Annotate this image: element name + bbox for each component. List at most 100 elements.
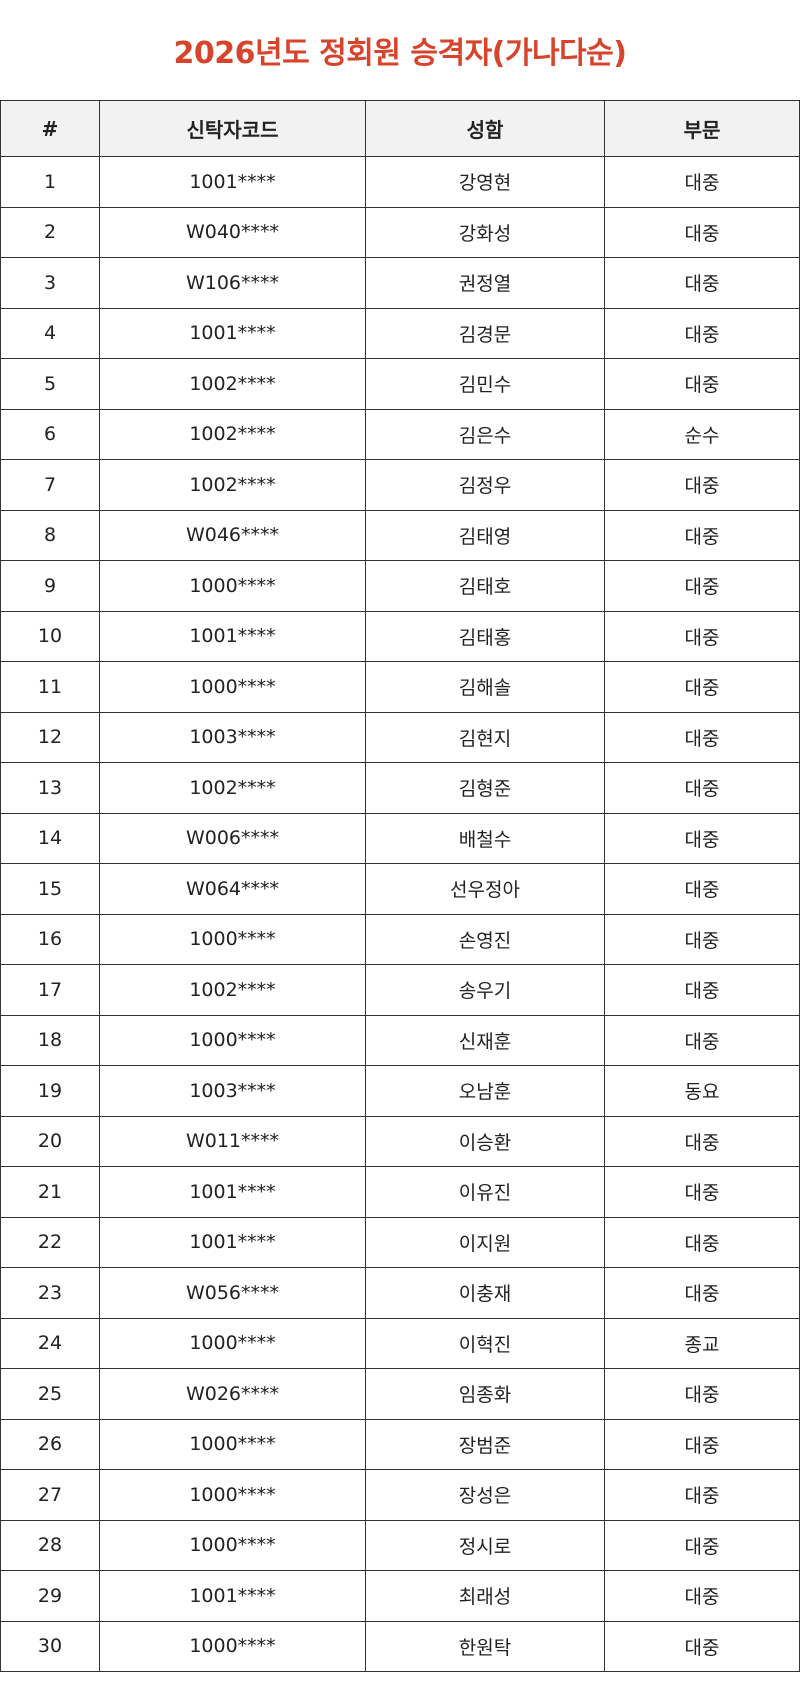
cell-category: 대중 <box>604 1519 800 1571</box>
cell-number: 22 <box>0 1216 100 1268</box>
cell-category: 대중 <box>604 964 800 1016</box>
table-row: 20 W011**** 이승환 대중 <box>0 1115 800 1167</box>
table-row: 1 1001**** 강영현 대중 <box>0 156 800 208</box>
cell-category: 대중 <box>604 812 800 864</box>
cell-name: 손영진 <box>365 913 605 965</box>
cell-category: 대중 <box>604 1620 800 1672</box>
cell-number: 29 <box>0 1570 100 1622</box>
cell-number: 17 <box>0 964 100 1016</box>
cell-category: 대중 <box>604 711 800 763</box>
cell-category: 대중 <box>604 863 800 915</box>
promotion-table: # 신탁자코드 성함 부문 1 1001**** 강영현 대중 2 W040**** 강화성… <box>0 100 800 1672</box>
cell-name: 장범준 <box>365 1418 605 1470</box>
cell-trustor-code: W064**** <box>99 863 366 915</box>
table-row: 14 W006**** 배철수 대중 <box>0 812 800 864</box>
table-header-row: # 신탁자코드 성함 부문 <box>0 100 800 157</box>
table-row: 4 1001**** 김경문 대중 <box>0 307 800 359</box>
cell-category: 대중 <box>604 762 800 814</box>
cell-trustor-code: 1000**** <box>99 1519 366 1571</box>
cell-number: 30 <box>0 1620 100 1672</box>
cell-number: 20 <box>0 1115 100 1167</box>
table-row: 24 1000**** 이혁진 종교 <box>0 1317 800 1369</box>
cell-name: 배철수 <box>365 812 605 864</box>
cell-number: 15 <box>0 863 100 915</box>
cell-name: 이충재 <box>365 1267 605 1319</box>
table-row: 15 W064**** 선우정아 대중 <box>0 863 800 915</box>
cell-trustor-code: 1003**** <box>99 711 366 763</box>
cell-trustor-code: W026**** <box>99 1368 366 1420</box>
cell-trustor-code: 1000**** <box>99 661 366 713</box>
cell-number: 25 <box>0 1368 100 1420</box>
table-row: 2 W040**** 강화성 대중 <box>0 206 800 258</box>
cell-category: 동요 <box>604 1065 800 1117</box>
table-row: 18 1000**** 신재훈 대중 <box>0 1014 800 1066</box>
cell-number: 23 <box>0 1267 100 1319</box>
cell-trustor-code: 1000**** <box>99 913 366 965</box>
cell-number: 14 <box>0 812 100 864</box>
cell-trustor-code: W006**** <box>99 812 366 864</box>
cell-category: 대중 <box>604 661 800 713</box>
cell-category: 대중 <box>604 1115 800 1167</box>
cell-name: 신재훈 <box>365 1014 605 1066</box>
cell-number: 7 <box>0 459 100 511</box>
cell-name: 김정우 <box>365 459 605 511</box>
cell-name: 한원탁 <box>365 1620 605 1672</box>
cell-trustor-code: 1002**** <box>99 408 366 460</box>
cell-trustor-code: 1001**** <box>99 1216 366 1268</box>
cell-number: 1 <box>0 156 100 208</box>
cell-number: 24 <box>0 1317 100 1369</box>
cell-name: 김경문 <box>365 307 605 359</box>
table-row: 22 1001**** 이지원 대중 <box>0 1216 800 1268</box>
cell-number: 27 <box>0 1469 100 1521</box>
cell-name: 이지원 <box>365 1216 605 1268</box>
table-row: 25 W026**** 임종화 대중 <box>0 1368 800 1420</box>
cell-trustor-code: 1001**** <box>99 156 366 208</box>
cell-trustor-code: 1000**** <box>99 1620 366 1672</box>
table-row: 19 1003**** 오남훈 동요 <box>0 1065 800 1117</box>
cell-number: 21 <box>0 1166 100 1218</box>
cell-name: 김태영 <box>365 509 605 561</box>
cell-name: 정시로 <box>365 1519 605 1571</box>
cell-name: 강화성 <box>365 206 605 258</box>
cell-name: 선우정아 <box>365 863 605 915</box>
cell-name: 송우기 <box>365 964 605 1016</box>
table-row: 6 1002**** 김은수 순수 <box>0 408 800 460</box>
cell-number: 5 <box>0 358 100 410</box>
cell-category: 대중 <box>604 1418 800 1470</box>
cell-category: 대중 <box>604 1368 800 1420</box>
cell-trustor-code: 1001**** <box>99 307 366 359</box>
cell-trustor-code: W011**** <box>99 1115 366 1167</box>
cell-name: 김은수 <box>365 408 605 460</box>
cell-category: 대중 <box>604 1166 800 1218</box>
cell-number: 28 <box>0 1519 100 1571</box>
cell-number: 8 <box>0 509 100 561</box>
cell-name: 이혁진 <box>365 1317 605 1369</box>
cell-trustor-code: W046**** <box>99 509 366 561</box>
cell-name: 김민수 <box>365 358 605 410</box>
cell-name: 임종화 <box>365 1368 605 1420</box>
cell-category: 대중 <box>604 1469 800 1521</box>
cell-trustor-code: 1002**** <box>99 964 366 1016</box>
cell-trustor-code: 1002**** <box>99 358 366 410</box>
cell-trustor-code: 1000**** <box>99 1418 366 1470</box>
table-row: 30 1000**** 한원탁 대중 <box>0 1620 800 1672</box>
cell-number: 19 <box>0 1065 100 1117</box>
cell-trustor-code: W040**** <box>99 206 366 258</box>
cell-number: 16 <box>0 913 100 965</box>
cell-number: 12 <box>0 711 100 763</box>
cell-trustor-code: 1001**** <box>99 1166 366 1218</box>
cell-category: 대중 <box>604 1216 800 1268</box>
cell-category: 대중 <box>604 1014 800 1066</box>
header-category: 부문 <box>604 100 800 157</box>
cell-category: 대중 <box>604 610 800 662</box>
cell-number: 26 <box>0 1418 100 1470</box>
table-row: 13 1002**** 김형준 대중 <box>0 762 800 814</box>
cell-number: 3 <box>0 257 100 309</box>
table-row: 7 1002**** 김정우 대중 <box>0 459 800 511</box>
cell-trustor-code: W056**** <box>99 1267 366 1319</box>
cell-number: 18 <box>0 1014 100 1066</box>
cell-category: 순수 <box>604 408 800 460</box>
cell-trustor-code: 1002**** <box>99 762 366 814</box>
cell-category: 대중 <box>604 560 800 612</box>
cell-trustor-code: 1001**** <box>99 610 366 662</box>
